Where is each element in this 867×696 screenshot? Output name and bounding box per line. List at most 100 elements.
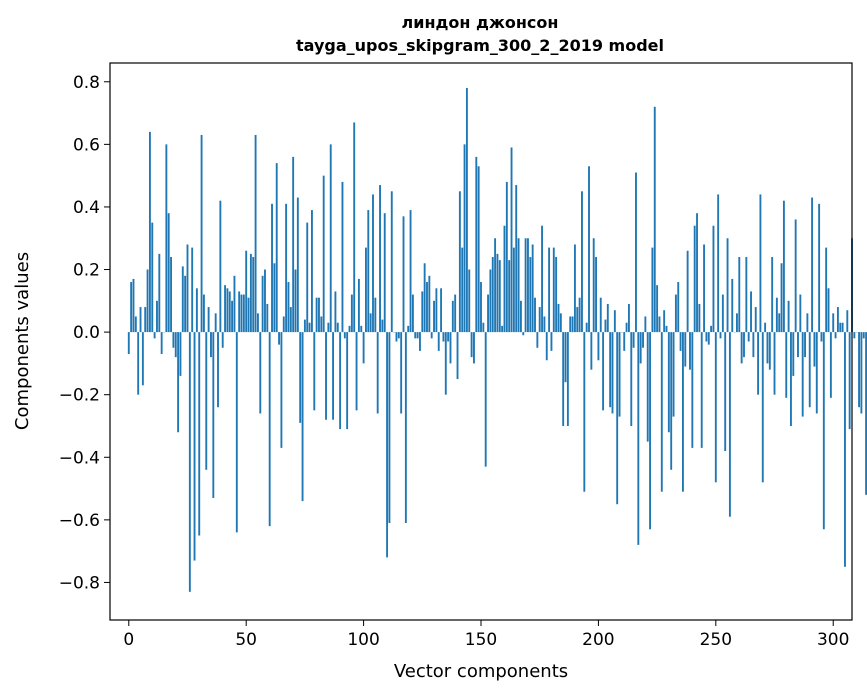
bar-260: [738, 257, 741, 333]
bar-48: [240, 294, 243, 333]
bar-109: [383, 213, 386, 333]
bar-180: [550, 332, 553, 351]
y-tick-label: −0.2: [59, 386, 100, 406]
bar-44: [231, 300, 234, 333]
bar-271: [764, 322, 767, 333]
bar-263: [745, 257, 748, 333]
bar-292: [813, 332, 816, 367]
bar-156: [494, 238, 497, 333]
bar-71: [294, 269, 297, 333]
bar-82: [320, 316, 323, 333]
bar-314: [865, 332, 867, 495]
bar-313: [862, 332, 865, 339]
bar-30: [198, 332, 201, 536]
bar-144: [465, 88, 468, 333]
bar-241: [693, 225, 696, 333]
bar-295: [820, 332, 823, 342]
bar-40: [221, 332, 224, 348]
bar-244: [700, 332, 703, 448]
bar-134: [442, 332, 445, 342]
bar-226: [658, 316, 661, 333]
bar-132: [437, 332, 440, 351]
bar-298: [827, 288, 830, 333]
bar-176: [541, 225, 543, 333]
bar-131: [435, 288, 438, 333]
bar-246: [705, 332, 708, 342]
bar-237: [684, 332, 687, 367]
bar-61: [271, 203, 273, 333]
bar-283: [792, 332, 795, 376]
bar-163: [510, 147, 513, 333]
bar-264: [747, 332, 750, 342]
bar-267: [754, 307, 757, 333]
bar-81: [318, 297, 320, 333]
bar-151: [482, 322, 485, 333]
bar-125: [421, 291, 424, 333]
bar-35: [210, 332, 212, 358]
bar-307: [848, 332, 851, 430]
bar-213: [627, 303, 630, 333]
bar-143: [463, 144, 466, 333]
bar-68: [287, 282, 290, 333]
bar-225: [656, 285, 659, 333]
bar-219: [642, 332, 644, 348]
bar-90: [339, 332, 342, 430]
bar-55: [256, 313, 259, 333]
bar-11: [153, 332, 156, 339]
bar-142: [461, 247, 464, 333]
bar-286: [799, 294, 802, 333]
bar-200: [597, 332, 600, 361]
bar-59: [266, 303, 269, 333]
bar-17: [167, 213, 170, 333]
bar-63: [275, 163, 278, 333]
bar-259: [736, 313, 738, 333]
bar-242: [696, 213, 698, 333]
bar-208: [616, 332, 619, 505]
bar-69: [289, 307, 292, 333]
bar-7: [144, 307, 147, 333]
bar-304: [841, 322, 844, 333]
bar-122: [414, 332, 417, 339]
bar-108: [381, 319, 384, 333]
bar-70: [292, 156, 295, 333]
bar-29: [195, 288, 198, 333]
bar-21: [177, 332, 180, 433]
bar-123: [416, 332, 419, 339]
bar-76: [306, 222, 309, 333]
bar-126: [423, 263, 426, 333]
bar-114: [395, 332, 398, 342]
bar-14: [160, 332, 163, 355]
bar-272: [766, 332, 769, 364]
bar-261: [740, 332, 743, 364]
bar-256: [728, 332, 731, 517]
bar-133: [440, 288, 443, 333]
bar-34: [207, 307, 210, 333]
bar-51: [247, 297, 250, 333]
bar-140: [456, 332, 459, 380]
bar-302: [836, 307, 839, 333]
bar-47: [238, 291, 241, 333]
bar-104: [372, 194, 374, 333]
bar-179: [548, 247, 551, 333]
bar-45: [233, 275, 236, 333]
y-tick-label: −0.8: [59, 573, 100, 593]
bar-228: [663, 310, 666, 333]
bar-174: [536, 332, 539, 348]
bar-41: [224, 285, 226, 333]
bar-196: [588, 166, 590, 333]
bar-93: [346, 332, 349, 430]
bar-238: [686, 250, 689, 333]
bar-27: [191, 247, 194, 333]
bar-206: [611, 332, 614, 414]
bar-121: [411, 294, 414, 333]
bar-301: [834, 332, 837, 339]
bar-257: [731, 278, 734, 333]
bar-243: [698, 303, 701, 333]
bar-85: [327, 322, 330, 333]
bar-87: [332, 332, 335, 420]
bar-139: [454, 294, 457, 333]
bar-42: [226, 288, 229, 333]
bar-197: [590, 332, 593, 370]
bar-94: [348, 325, 351, 333]
